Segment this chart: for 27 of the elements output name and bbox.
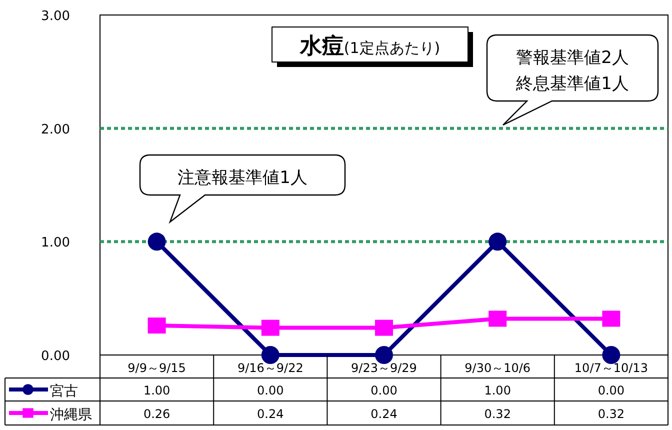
data-label: 0.32 xyxy=(598,407,625,421)
data-label: 0.24 xyxy=(370,407,398,421)
y-tick-label: 1.00 xyxy=(41,236,70,251)
data-label: 0.00 xyxy=(598,384,625,398)
x-tick-label: 9/30～10/6 xyxy=(464,361,531,375)
annotation: 警報基準値2人終息基準値1人 xyxy=(515,48,629,94)
legend-label: 沖縄県 xyxy=(50,407,92,423)
data-label: 0.00 xyxy=(370,384,398,398)
data-label: 1.00 xyxy=(143,384,170,398)
callout: 注意報基準値1人 xyxy=(139,154,346,223)
y-tick-label: 2.00 xyxy=(41,122,70,138)
y-tick-label: 3.00 xyxy=(41,9,70,24)
text: 水痘 xyxy=(298,34,344,59)
y-tick-label: 0.00 xyxy=(41,349,70,364)
data-label: 0.32 xyxy=(484,407,511,421)
data-label: 0.26 xyxy=(143,407,170,421)
callout: 警報基準値2人終息基準値1人 xyxy=(486,34,659,126)
data-label: 0.24 xyxy=(257,407,284,421)
data-label: 0.00 xyxy=(257,384,284,398)
x-tick-label: 9/9～9/15 xyxy=(128,361,186,375)
text: (1定点あたり) xyxy=(344,39,440,57)
annotation: 注意報基準値1人 xyxy=(178,168,308,188)
data-label: 1.00 xyxy=(484,384,511,398)
legend-label: 宮古 xyxy=(50,384,78,400)
x-tick-label: 9/23～9/29 xyxy=(351,361,417,375)
x-tick-label: 10/7～10/13 xyxy=(574,361,648,375)
x-tick-label: 9/16～9/22 xyxy=(237,361,304,375)
